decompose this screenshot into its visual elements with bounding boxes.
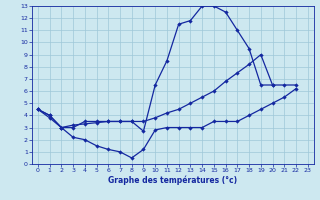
X-axis label: Graphe des températures (°c): Graphe des températures (°c) bbox=[108, 176, 237, 185]
